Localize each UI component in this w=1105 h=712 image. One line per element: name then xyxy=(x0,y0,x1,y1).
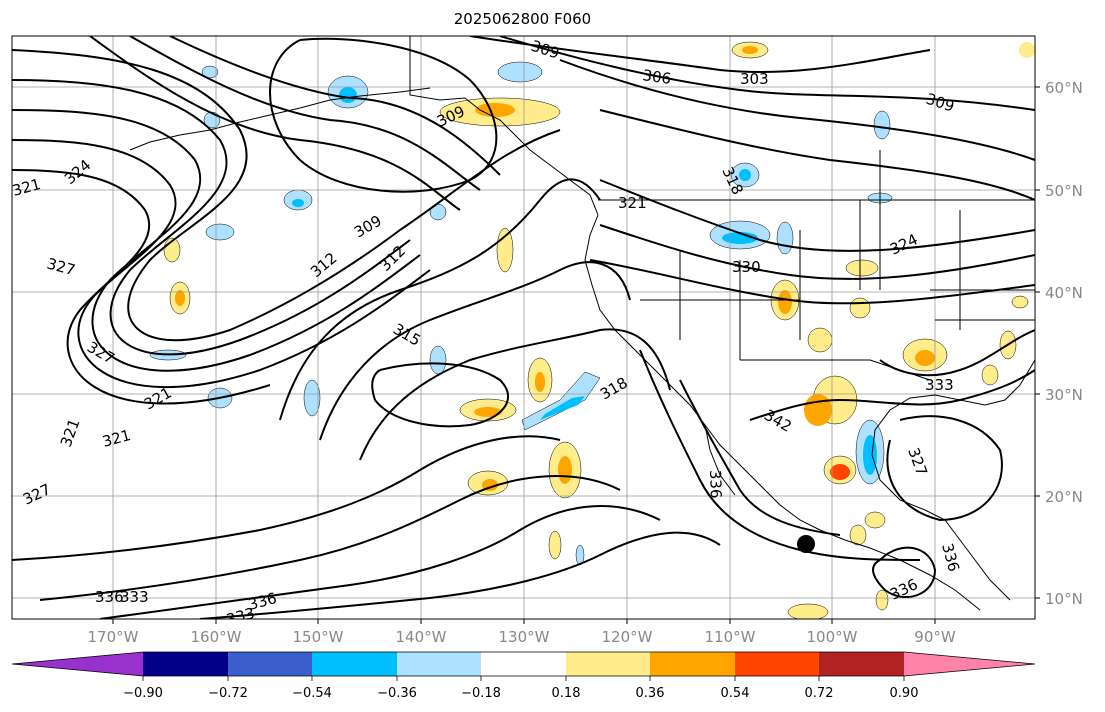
latitude-labels: 60°N 50°N 40°N 30°N 20°N 10°N xyxy=(1045,79,1083,608)
lon-label: 90°W xyxy=(914,628,956,646)
colorbar-bin xyxy=(481,652,566,676)
colorbar-bin xyxy=(397,652,481,676)
svg-text:306: 306 xyxy=(641,66,672,88)
colorbar-bin xyxy=(228,652,312,676)
svg-text:333: 333 xyxy=(120,588,149,606)
height-contours xyxy=(12,36,1035,619)
longitude-ticks xyxy=(112,619,936,624)
graticule xyxy=(12,36,1035,619)
lat-label: 50°N xyxy=(1045,182,1083,200)
lon-label: 120°W xyxy=(602,628,653,646)
lon-label: 110°W xyxy=(705,628,756,646)
colorbar-label: −0.18 xyxy=(461,686,501,701)
lat-label: 10°N xyxy=(1045,590,1083,608)
svg-text:336: 336 xyxy=(706,470,725,499)
colorbar-extend-high xyxy=(904,652,1035,676)
svg-text:303: 303 xyxy=(740,70,769,88)
svg-text:321: 321 xyxy=(618,194,647,212)
lon-label: 160°W xyxy=(191,628,242,646)
colorbar-bin xyxy=(819,652,904,676)
svg-text:336: 336 xyxy=(95,588,124,606)
lat-label: 60°N xyxy=(1045,79,1083,97)
map-title: 2025062800 F060 xyxy=(453,10,592,28)
lon-label: 140°W xyxy=(396,628,447,646)
longitude-labels: 170°W 160°W 150°W 140°W 130°W 120°W 110°… xyxy=(88,628,956,646)
colorbar-label: −0.36 xyxy=(377,686,417,701)
location-marker xyxy=(797,535,815,553)
positive-anomaly-core xyxy=(475,103,515,117)
colorbar-bin xyxy=(735,652,819,676)
colorbar-label: −0.90 xyxy=(123,686,163,701)
colorbar-bin xyxy=(143,652,228,676)
lat-label: 20°N xyxy=(1045,488,1083,506)
latitude-ticks xyxy=(1035,86,1040,599)
lon-label: 100°W xyxy=(807,628,858,646)
colorbar-bin xyxy=(312,652,397,676)
colorbar-label: 0.36 xyxy=(636,686,665,701)
colorbar-label: −0.54 xyxy=(292,686,332,701)
lon-label: 130°W xyxy=(499,628,550,646)
lat-label: 30°N xyxy=(1045,386,1083,404)
lon-label: 150°W xyxy=(293,628,344,646)
colorbar-label: 0.18 xyxy=(552,686,581,701)
colorbar-bin xyxy=(650,652,735,676)
colorbar-bin xyxy=(566,652,650,676)
lat-label: 40°N xyxy=(1045,284,1083,302)
colorbar-label: 0.72 xyxy=(805,686,834,701)
map-area xyxy=(12,36,1035,619)
colorbar-label: −0.72 xyxy=(208,686,248,701)
colorbar-label: 0.90 xyxy=(890,686,919,701)
svg-text:330: 330 xyxy=(732,258,761,276)
colorbar-extend-low xyxy=(12,652,143,676)
lon-label: 170°W xyxy=(88,628,139,646)
colorbar: −0.90 −0.72 −0.54 −0.36 −0.18 0.18 0.36 … xyxy=(11,651,1036,701)
svg-text:333: 333 xyxy=(925,376,954,394)
colorbar-label: 0.54 xyxy=(721,686,750,701)
